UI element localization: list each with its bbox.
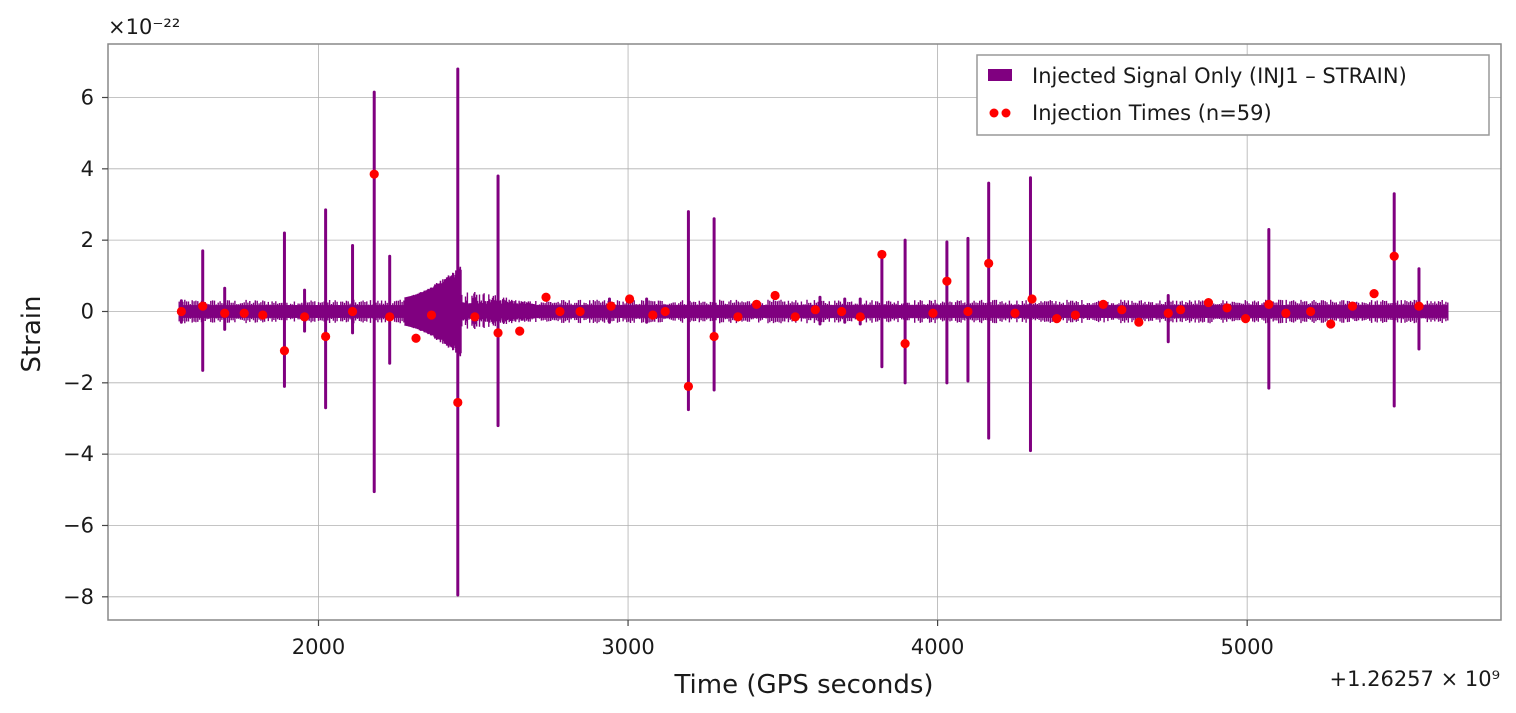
injection-point (1347, 301, 1358, 311)
injection-point (1326, 319, 1336, 329)
injection-point (1134, 317, 1144, 327)
x-axis-label: Time (GPS seconds) (673, 670, 933, 700)
injection-point (1414, 301, 1424, 311)
injection-point (837, 306, 847, 317)
y-tick-label: −4 (63, 442, 94, 466)
y-tick-label: −2 (63, 371, 94, 395)
injection-point (733, 312, 743, 322)
injection-point (942, 276, 952, 286)
legend-points-marker-2 (1001, 108, 1011, 118)
injection-point (369, 169, 379, 179)
injection-point (1176, 305, 1186, 315)
injection-point (625, 294, 635, 304)
injection-point (321, 331, 331, 342)
y-scale-label: ×10⁻²² (108, 15, 180, 39)
injection-point (411, 333, 421, 343)
x-tick-label: 2000 (292, 635, 345, 659)
injection-point (541, 292, 551, 302)
injection-point (648, 310, 658, 320)
injection-point (709, 331, 719, 342)
injection-point (1306, 306, 1316, 317)
injection-point (279, 346, 290, 356)
injection-point (1052, 314, 1062, 324)
legend: Injected Signal Only (INJ1 – STRAIN) Inj… (976, 54, 1490, 136)
injection-point (1027, 294, 1037, 304)
y-axis-label: Strain (17, 295, 47, 372)
injection-point (1098, 299, 1108, 309)
x-tick-label: 4000 (911, 635, 964, 659)
y-tick-label: 4 (81, 157, 94, 181)
injection-point (426, 310, 437, 320)
injection-point (1070, 310, 1080, 320)
injection-point (683, 381, 694, 391)
injection-point (493, 328, 503, 338)
y-tick-label: 2 (81, 228, 94, 252)
injection-point (963, 306, 973, 317)
injection-point (751, 299, 762, 309)
injection-point (555, 306, 565, 317)
y-tick-label: −8 (63, 585, 94, 609)
x-tick-label: 3000 (601, 635, 654, 659)
legend-points-marker-1 (989, 108, 999, 118)
injection-point (176, 306, 186, 317)
injection-point (258, 310, 268, 320)
plot-frame (107, 43, 1502, 621)
injection-point (1369, 289, 1379, 299)
injection-point (470, 312, 480, 322)
injection-point (1281, 308, 1291, 318)
injection-point (347, 306, 358, 317)
legend-signal-swatch (988, 69, 1012, 81)
injection-point (1389, 251, 1399, 261)
injection-point (1117, 305, 1127, 315)
signal-series (178, 67, 1449, 597)
injection-point (1241, 314, 1251, 324)
injection-point (575, 306, 585, 317)
signal-noisy-region (460, 292, 536, 329)
injection-point (515, 326, 525, 336)
injection-point (877, 249, 887, 260)
injection-point (385, 312, 395, 322)
injection-point (928, 308, 938, 318)
injection-point (299, 312, 310, 322)
injection-point (198, 301, 208, 311)
y-axis-ticks: −8 −6 −4 −2 0 2 4 6 (63, 85, 108, 609)
injection-point (220, 308, 230, 318)
legend-points-label: Injection Times (n=59) (1032, 101, 1272, 125)
injection-point (1163, 308, 1173, 318)
injection-point (1264, 299, 1274, 309)
injection-point (855, 312, 865, 322)
injection-point (810, 305, 820, 315)
injection-point (660, 306, 670, 317)
injection-point (239, 308, 249, 318)
injection-point (900, 338, 910, 349)
injection-point (1203, 297, 1214, 308)
x-offset-label: +1.26257 × 10⁹ (1329, 667, 1500, 691)
injection-point (1010, 308, 1020, 318)
x-tick-label: 5000 (1220, 635, 1273, 659)
injection-point (1222, 303, 1232, 313)
injection-points (176, 169, 1424, 408)
injection-point (770, 290, 780, 301)
injection-point (453, 397, 463, 408)
injection-point (606, 301, 616, 311)
y-tick-label: 0 (81, 299, 94, 323)
legend-signal-label: Injected Signal Only (INJ1 – STRAIN) (1032, 64, 1407, 88)
injection-point (790, 312, 800, 322)
y-tick-label: 6 (81, 85, 94, 109)
legend-box (976, 54, 1490, 136)
y-tick-label: −6 (63, 513, 94, 537)
injection-point (984, 258, 994, 268)
x-axis-ticks: 2000 3000 4000 5000 (292, 620, 1274, 659)
